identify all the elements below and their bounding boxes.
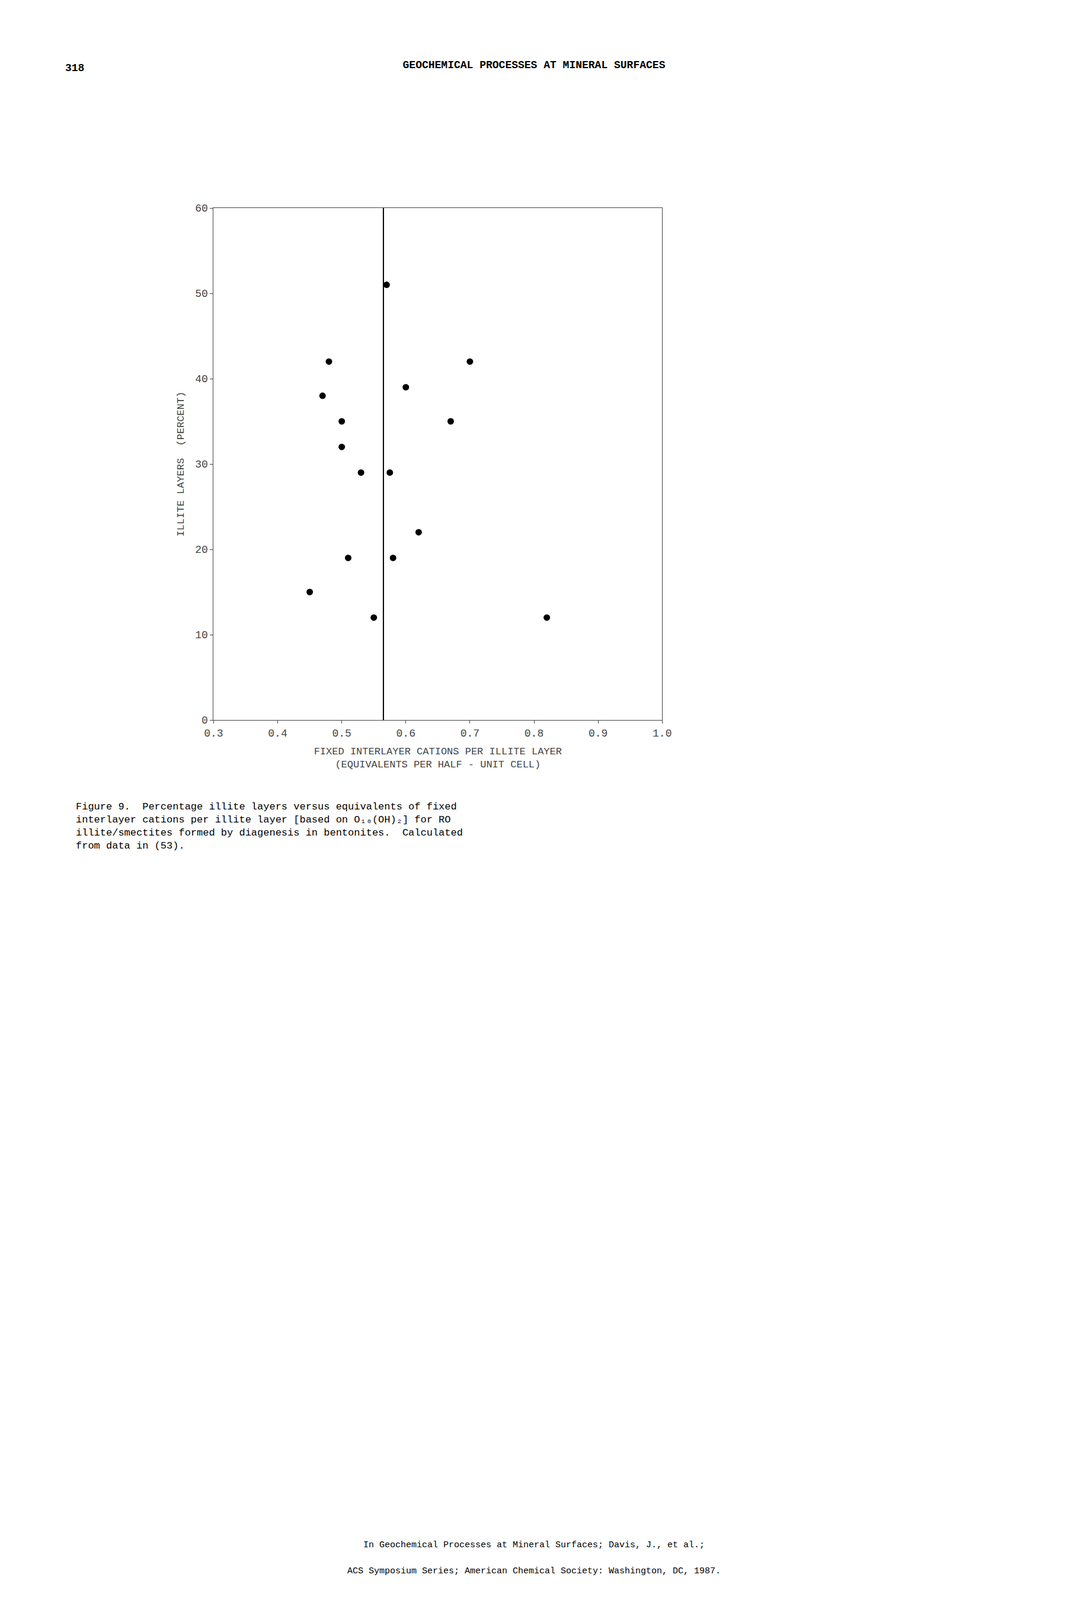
svg-text:In Geochemical Processes at Mi: In Geochemical Processes at Mineral Surf… [363,1540,705,1551]
svg-text:30: 30 [194,458,209,471]
svg-text:FIXED INTERLAYER CATIONS PER I: FIXED INTERLAYER CATIONS PER ILLITE LAYE… [314,746,562,771]
svg-text:0.6: 0.6 [396,727,416,740]
svg-text:0: 0 [201,714,209,727]
svg-text:0.7: 0.7 [460,727,480,740]
svg-text:0.9: 0.9 [588,727,608,740]
svg-text:40: 40 [194,373,209,386]
svg-text:318: 318 [65,62,85,75]
svg-text:Figure 9. Percentage illite l: Figure 9. Percentage illite layers versu… [75,801,463,852]
svg-text:0.4: 0.4 [267,727,287,740]
svg-text:ILLITE LAYERS (PERCENT): ILLITE LAYERS (PERCENT) [175,391,187,537]
svg-text:20: 20 [194,544,209,556]
svg-text:60: 60 [194,202,209,215]
svg-text:GEOCHEMICAL PROCESSES AT MINER: GEOCHEMICAL PROCESSES AT MINERAL SURFACE… [403,59,666,72]
svg-text:0.8: 0.8 [524,727,544,740]
svg-text:1.0: 1.0 [652,727,672,740]
svg-text:0.3: 0.3 [203,727,223,740]
svg-text:0.5: 0.5 [331,727,351,740]
svg-text:10: 10 [194,629,209,642]
svg-text:50: 50 [194,288,209,300]
svg-text:ACS Symposium Series; American: ACS Symposium Series; American Chemical … [347,1566,721,1577]
